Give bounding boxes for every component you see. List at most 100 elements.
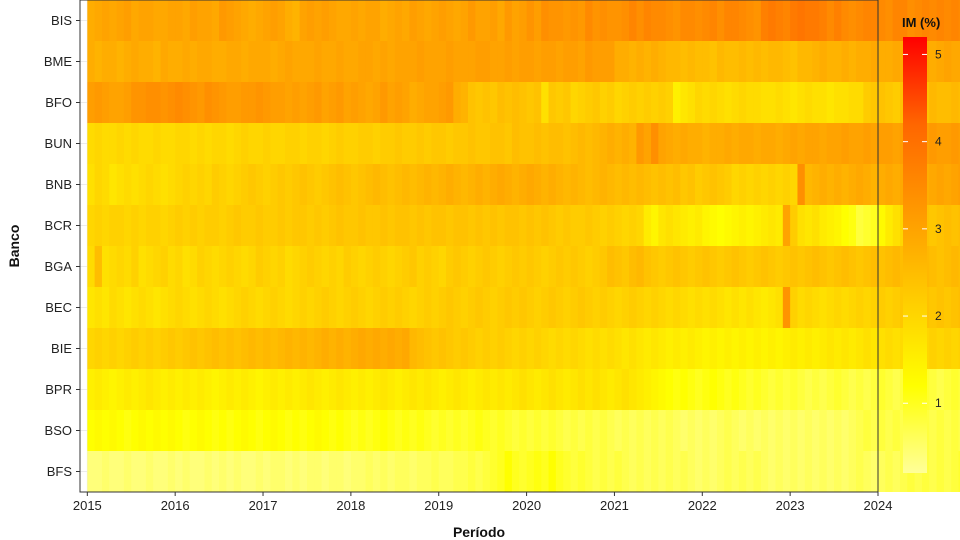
heatmap-cell [929, 41, 938, 82]
heatmap-cell [680, 369, 689, 410]
heatmap-cell [834, 82, 842, 123]
heatmap-cell [109, 410, 118, 451]
heatmap-cell [533, 451, 542, 492]
heatmap-cell [270, 451, 279, 492]
heatmap-cell [255, 205, 264, 246]
heatmap-cell [848, 82, 857, 123]
heatmap-cell [314, 410, 323, 451]
heatmap-cell [160, 369, 169, 410]
heatmap-cell [577, 328, 586, 369]
heatmap-cell [387, 451, 396, 492]
heatmap-cell [592, 0, 601, 41]
heatmap-cell [446, 205, 454, 246]
heatmap-cell [878, 82, 886, 123]
heatmap-cell [204, 164, 213, 205]
heatmap-cell [153, 82, 162, 123]
heatmap-cell [402, 410, 411, 451]
heatmap-cell [153, 164, 162, 205]
heatmap-cell [365, 246, 374, 287]
heatmap-cell [350, 451, 359, 492]
heatmap-cell [402, 451, 411, 492]
heatmap-cell [167, 328, 176, 369]
heatmap-cell [599, 205, 608, 246]
heatmap-cell [958, 164, 960, 205]
heatmap-cell [621, 205, 630, 246]
heatmap-cell [219, 41, 228, 82]
heatmap-cell [109, 164, 118, 205]
heatmap-cell [716, 41, 725, 82]
heatmap-cell [138, 164, 147, 205]
heatmap-cell [577, 205, 586, 246]
heatmap-cell [694, 0, 703, 41]
heatmap-cell [226, 451, 235, 492]
heatmap-cell [614, 451, 623, 492]
heatmap-cell [372, 451, 381, 492]
heatmap-cell [387, 0, 396, 41]
heatmap-cell [87, 410, 96, 451]
heatmap-cell [314, 0, 323, 41]
heatmap-cell [753, 41, 762, 82]
heatmap-cell [716, 410, 725, 451]
heatmap-cell [892, 205, 901, 246]
heatmap-cell [255, 164, 264, 205]
heatmap-cell [402, 205, 411, 246]
heatmap-cell [497, 41, 506, 82]
heatmap-cell [599, 328, 608, 369]
heatmap-cell [321, 369, 330, 410]
heatmap-cell [526, 164, 535, 205]
heatmap-cell [321, 328, 330, 369]
heatmap-cell [101, 41, 110, 82]
heatmap-cell [145, 41, 154, 82]
heatmap-cell [475, 41, 484, 82]
heatmap-cell [482, 41, 491, 82]
heatmap-cell [241, 164, 249, 205]
heatmap-cell [314, 246, 323, 287]
heatmap-cell [365, 287, 374, 328]
heatmap-cell [453, 164, 462, 205]
heatmap-cell [709, 0, 718, 41]
heatmap-cell [255, 82, 264, 123]
heatmap-cell [819, 164, 828, 205]
heatmap-cell [160, 41, 169, 82]
heatmap-cell [175, 451, 184, 492]
heatmap-cell [424, 410, 433, 451]
heatmap-cell [123, 246, 132, 287]
heatmap-cell [724, 451, 733, 492]
heatmap-cell [797, 0, 806, 41]
heatmap-cell [665, 41, 674, 82]
heatmap-cell [380, 287, 389, 328]
heatmap-cell [943, 246, 952, 287]
heatmap-cell [709, 328, 718, 369]
heatmap-cell [826, 164, 835, 205]
heatmap-cell [614, 164, 623, 205]
heatmap-cell [673, 451, 681, 492]
heatmap-cell [343, 369, 352, 410]
heatmap-cell [563, 410, 572, 451]
heatmap-cell [175, 205, 184, 246]
heatmap-cell [365, 328, 374, 369]
heatmap-cell [306, 287, 315, 328]
heatmap-cell [123, 205, 132, 246]
heatmap-cell [248, 0, 257, 41]
heatmap-cell [870, 369, 879, 410]
heatmap-cell [826, 287, 835, 328]
heatmap-cell [460, 369, 469, 410]
x-tick-label: 2024 [864, 498, 893, 513]
heatmap-cell [358, 205, 367, 246]
heatmap-cell [819, 246, 828, 287]
heatmap-cell [248, 41, 257, 82]
heatmap-cell [123, 41, 132, 82]
heatmap-cell [321, 205, 330, 246]
heatmap-cell [365, 41, 374, 82]
heatmap-cell [577, 82, 586, 123]
heatmap-cell [446, 287, 454, 328]
heatmap-cell [885, 82, 894, 123]
heatmap-cell [365, 205, 374, 246]
heatmap-cell [607, 369, 616, 410]
heatmap-cell [599, 246, 608, 287]
heatmap-cell [680, 205, 689, 246]
heatmap-cell [797, 205, 806, 246]
heatmap-cell [241, 123, 249, 164]
heatmap-cell [328, 451, 337, 492]
heatmap-cell [284, 82, 293, 123]
